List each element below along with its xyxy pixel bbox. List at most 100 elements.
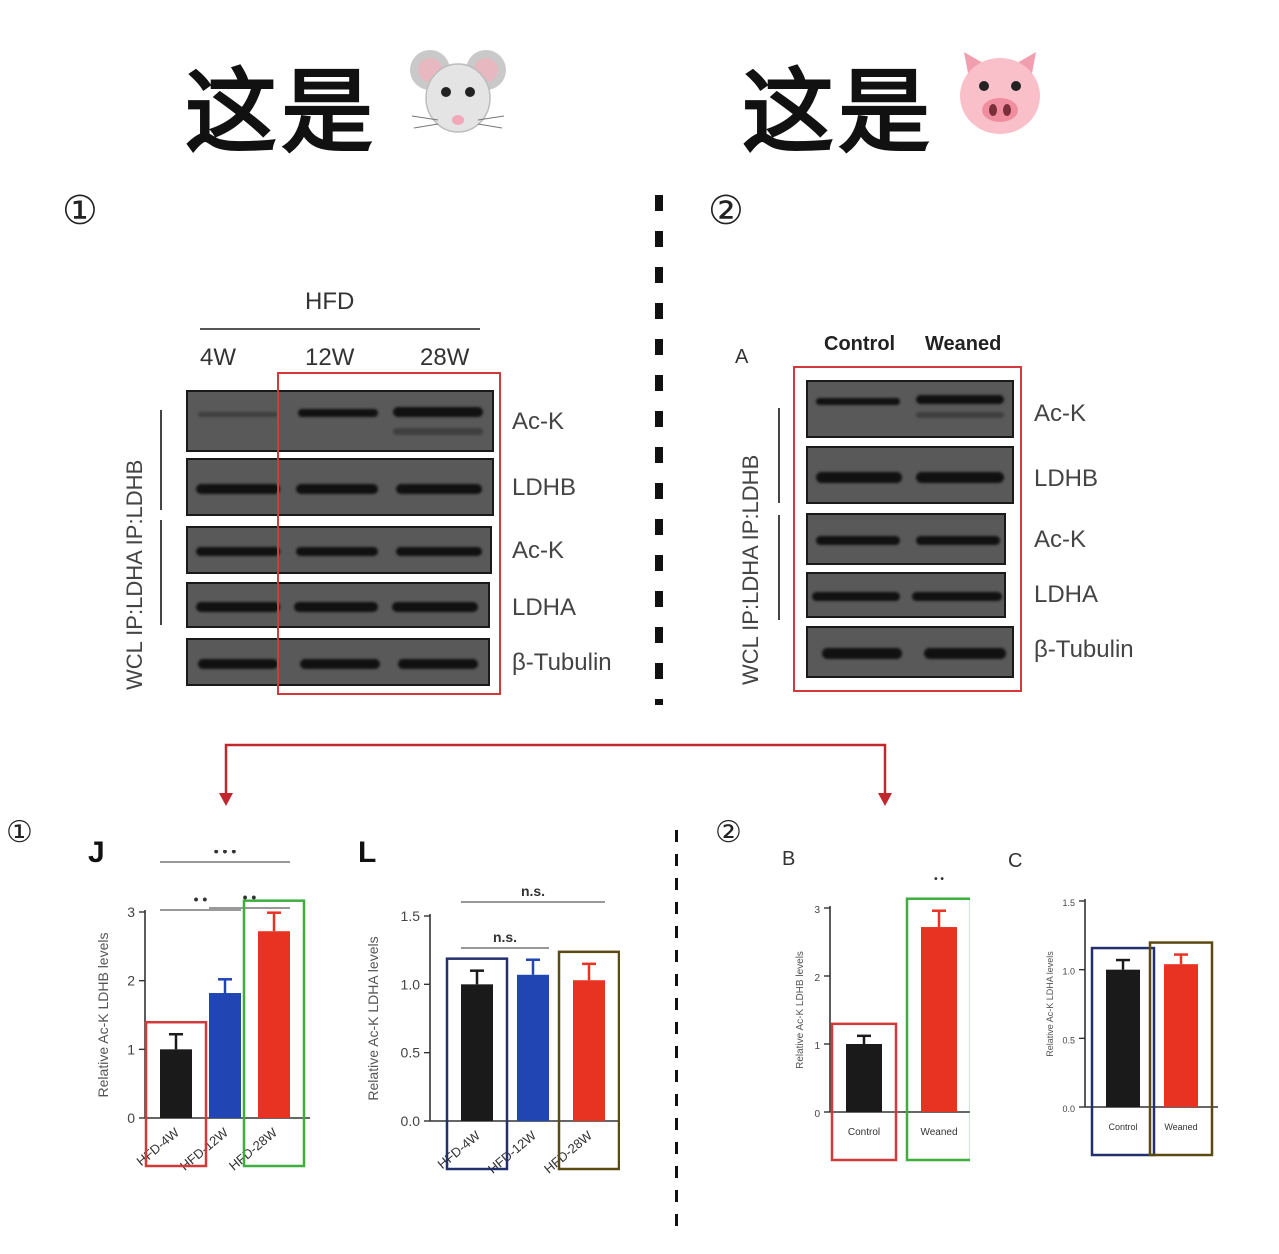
blot-strip-tubulin xyxy=(806,626,1014,678)
y-tick-label: 3 xyxy=(127,904,135,920)
y-axis-label: Relative Ac-K LDHA levels xyxy=(365,936,381,1100)
x-category-label: HFD-4W xyxy=(134,1124,183,1168)
lane-label-control: Control xyxy=(824,333,896,355)
highlight-box xyxy=(557,950,620,1171)
y-tick-label: 1.0 xyxy=(1062,967,1075,977)
x-category-label: Weaned xyxy=(920,1127,957,1138)
y-tick-label: 1.5 xyxy=(401,908,421,924)
side-bracket-upper xyxy=(160,410,162,510)
section-divider xyxy=(655,195,663,705)
highlight-box xyxy=(1090,946,1156,1157)
panel-label-c: C xyxy=(1008,850,1023,872)
blot-strip-ack-ldhb xyxy=(186,390,494,452)
row-label-tubulin: β-Tubulin xyxy=(1034,636,1134,663)
significance-label: • • • xyxy=(214,850,237,859)
row-label-ldhb: LDHB xyxy=(1034,465,1099,492)
significance-label: n.s. xyxy=(521,883,545,899)
blot-strip-ldha xyxy=(186,582,490,628)
y-tick-label: 0.5 xyxy=(401,1045,421,1061)
significance-label: • • xyxy=(194,891,208,907)
side-bracket-lower xyxy=(778,515,780,620)
y-tick-label: 0 xyxy=(127,1110,135,1126)
side-bracket-lower xyxy=(160,520,162,625)
row-label-ack-2: Ac-K xyxy=(512,537,565,564)
y-axis-label: Relative Ac-K LDHB levels xyxy=(795,951,806,1069)
y-tick-label: 1.5 xyxy=(1062,898,1075,908)
row-label-ldhb: LDHB xyxy=(512,474,577,501)
highlight-box xyxy=(144,1020,208,1168)
panel-label-a: A xyxy=(735,346,749,368)
bar xyxy=(1106,969,1140,1107)
row-label-ack-2: Ac-K xyxy=(1034,526,1087,553)
highlight-box xyxy=(1148,941,1214,1157)
bar xyxy=(461,984,493,1121)
bar xyxy=(846,1044,882,1112)
highlight-box-12w-28w xyxy=(277,372,501,695)
mouse-face-icon xyxy=(408,40,508,140)
lane-label-12w: 12W xyxy=(305,344,355,371)
chart-b: 0 1 2 3 Relative Ac-K LDHB levels Control Wean… xyxy=(795,874,970,1162)
x-category-label: HFD-4W xyxy=(435,1127,484,1171)
row-label-tubulin: β-Tubulin xyxy=(512,649,612,676)
section-marker-2: ② xyxy=(708,188,744,234)
y-tick-label: 1 xyxy=(814,1041,820,1052)
panel-label-j: J xyxy=(88,836,105,869)
y-tick-label: 0.0 xyxy=(401,1113,421,1129)
left-title: 这是 xyxy=(185,59,378,166)
blot-strip-ack-ldhb xyxy=(806,380,1014,438)
row-label-ack-1: Ac-K xyxy=(1034,400,1087,427)
chart-l: 0.0 0.5 1.0 1.5 Relative Ac-K LDHA levels HFD… xyxy=(365,883,620,1176)
y-tick-label: 2 xyxy=(814,973,820,984)
blot-strip-ldhb xyxy=(806,446,1014,504)
pig-face-icon xyxy=(950,40,1050,140)
y-tick-label: 1.0 xyxy=(401,976,421,992)
highlight-box xyxy=(445,957,509,1171)
bar xyxy=(573,980,605,1121)
y-tick-label: 3 xyxy=(814,905,820,916)
row-label-ldha: LDHA xyxy=(512,594,577,621)
section-marker-2-bottom: ② xyxy=(715,815,742,850)
hfd-bracket-line xyxy=(200,328,480,330)
highlight-box xyxy=(242,899,306,1168)
lane-label-4w: 4W xyxy=(200,344,236,371)
row-label-ldha: LDHA xyxy=(1034,581,1099,608)
y-axis-label: Relative Ac-K LDHB levels xyxy=(95,933,111,1098)
blot-strip-ldhb xyxy=(186,458,494,516)
y-axis-label: Relative Ac-K LDHA levels xyxy=(1045,951,1055,1057)
significance-label: • • xyxy=(934,874,944,885)
bar xyxy=(921,927,957,1112)
panel-label-l: L xyxy=(358,836,377,869)
side-bracket-upper xyxy=(778,408,780,503)
blot-strip-tubulin xyxy=(186,638,490,686)
y-tick-label: 0.5 xyxy=(1062,1035,1075,1045)
connector-arrows xyxy=(219,743,892,806)
section-marker-1-bottom: ① xyxy=(6,815,33,850)
x-category-label: Weaned xyxy=(1164,1122,1197,1132)
y-tick-label: 0.0 xyxy=(1062,1104,1075,1114)
highlight-box-control-weaned xyxy=(793,366,1022,692)
blot-strip-ack-ldha xyxy=(806,513,1006,565)
blot-strip-ldha xyxy=(806,572,1006,618)
chart-c: 0.0 0.5 1.0 1.5 Relative Ac-K LDHA levels Con… xyxy=(1045,898,1218,1157)
bar xyxy=(209,993,241,1118)
x-category-label: Control xyxy=(1108,1122,1137,1132)
bar xyxy=(517,974,549,1121)
blot-strip-ack-ldha xyxy=(186,526,492,574)
section-marker-1: ① xyxy=(62,188,98,234)
bar xyxy=(258,931,290,1118)
bar xyxy=(1164,964,1198,1107)
y-tick-label: 0 xyxy=(814,1109,820,1120)
row-label-ack-1: Ac-K xyxy=(512,408,565,435)
y-tick-label: 2 xyxy=(127,973,135,989)
lane-label-28w: 28W xyxy=(420,344,470,371)
highlight-box xyxy=(830,1022,898,1162)
highlight-box xyxy=(905,897,970,1162)
bottom-divider xyxy=(675,830,678,1230)
panel-label-b: B xyxy=(782,848,796,870)
significance-label: n.s. xyxy=(493,929,517,945)
x-category-label: Control xyxy=(848,1127,880,1138)
right-title: 这是 xyxy=(742,59,935,166)
bar xyxy=(160,1049,192,1118)
hfd-group-label: HFD xyxy=(305,288,355,315)
